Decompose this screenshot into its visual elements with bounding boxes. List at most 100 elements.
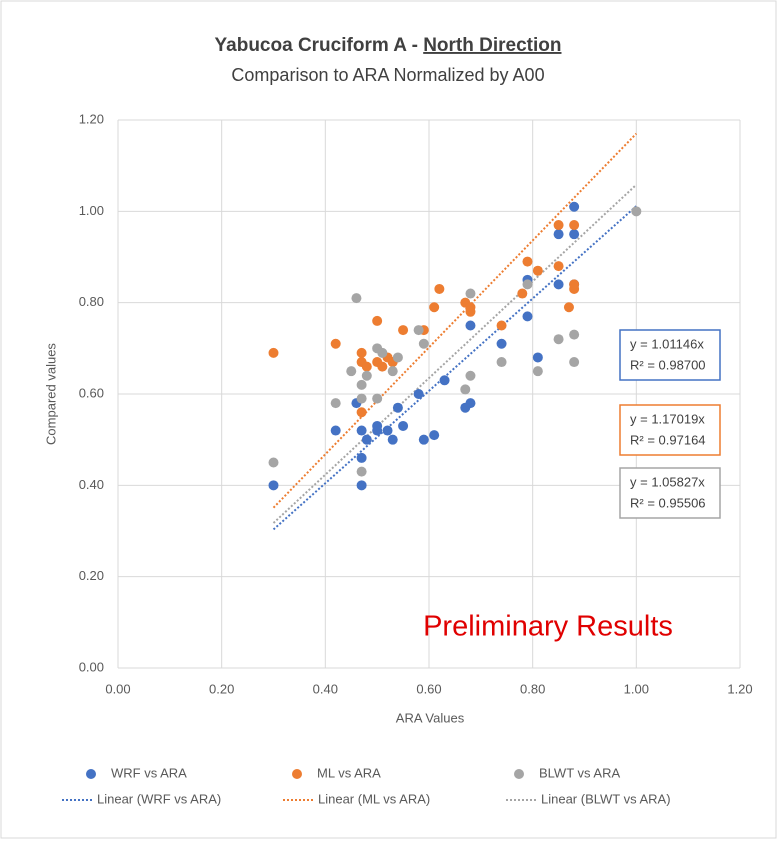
x-tick-label: 0.40 [313, 681, 338, 696]
point [330, 398, 341, 409]
x-tick-label: 0.80 [520, 681, 545, 696]
point [553, 279, 564, 290]
legend-label: Linear (ML vs ARA) [318, 791, 430, 806]
point [392, 402, 403, 413]
marks: y = 1.01146x R² = 0.98700 y = 1.17019x R² =… [268, 132, 721, 531]
point [569, 357, 580, 368]
title-part: Yabucoa Cruciform A - [215, 35, 424, 56]
y-tick-label: 0.00 [79, 659, 104, 674]
x-tick-label: 0.00 [105, 681, 130, 696]
legend-marker [292, 769, 302, 779]
point [356, 379, 367, 390]
point [377, 361, 388, 372]
y-tick-label: 0.60 [79, 385, 104, 400]
point [496, 357, 507, 368]
point [372, 393, 383, 404]
point [268, 347, 279, 358]
point [356, 425, 367, 436]
point [460, 384, 471, 395]
point [631, 206, 642, 217]
point [361, 370, 372, 381]
point [496, 320, 507, 331]
annotation: Preliminary Results [423, 611, 673, 643]
point [413, 325, 424, 336]
point [465, 370, 476, 381]
y-axis-label: Compared values [43, 343, 58, 445]
x-tick-label: 1.20 [727, 681, 752, 696]
equation: y = 1.17019x [630, 411, 705, 426]
legend-label: ML vs ARA [317, 765, 381, 780]
r-squared: R² = 0.98700 [630, 357, 706, 372]
point [346, 366, 357, 377]
legend-label: Linear (WRF vs ARA) [97, 791, 221, 806]
r-squared: R² = 0.95506 [630, 495, 706, 510]
title-underlined: North Direction [423, 35, 561, 56]
y-tick-label: 0.40 [79, 477, 104, 492]
point [465, 302, 476, 313]
point [569, 229, 580, 240]
legend-label: BLWT vs ARA [539, 765, 620, 780]
point [398, 325, 409, 336]
point [522, 279, 533, 290]
point [569, 220, 580, 231]
point [553, 261, 564, 272]
x-tick-label: 0.20 [209, 681, 234, 696]
point [330, 425, 341, 436]
point [356, 347, 367, 358]
point [387, 366, 398, 377]
trendline [272, 205, 637, 531]
y-tick-label: 0.20 [79, 568, 104, 583]
point [356, 393, 367, 404]
grid: 0.00 0.20 0.40 0.60 0.80 1.00 1.20 0.00 0.20 0.40… [79, 111, 753, 696]
chart-title: Yabucoa Cruciform A - North Direction [215, 35, 562, 56]
point [418, 434, 429, 445]
x-tick-label: 1.00 [624, 681, 649, 696]
point [413, 389, 424, 399]
legend-label: Linear (BLWT vs ARA) [541, 791, 671, 806]
equation-box [619, 329, 721, 381]
point [465, 398, 476, 409]
r-squared: R² = 0.97164 [630, 432, 706, 447]
trendline [272, 183, 638, 524]
point [392, 352, 403, 363]
point [351, 293, 362, 304]
point [330, 338, 341, 349]
x-tick-label: 0.60 [416, 681, 441, 696]
point [569, 279, 580, 290]
point [465, 288, 476, 299]
point [465, 320, 476, 331]
point [553, 220, 564, 231]
point [372, 420, 383, 431]
equation-box [619, 404, 721, 456]
point [439, 375, 450, 386]
point [268, 457, 279, 468]
legend-marker [514, 769, 524, 779]
point [569, 201, 580, 212]
point [268, 480, 279, 491]
point [569, 329, 580, 340]
equation: y = 1.01146x [630, 336, 704, 351]
point [517, 288, 528, 299]
chart-subtitle: Comparison to ARA Normalized by A00 [231, 65, 544, 85]
equation: y = 1.05827x [630, 474, 705, 489]
y-tick-label: 1.00 [79, 203, 104, 218]
equation-box [619, 467, 721, 519]
point [382, 425, 393, 436]
x-axis-label: ARA Values [396, 710, 465, 725]
point [429, 430, 440, 441]
point [553, 229, 564, 240]
point [356, 407, 367, 418]
point [496, 338, 507, 349]
point [398, 420, 409, 431]
point [418, 338, 429, 349]
point [356, 466, 367, 477]
point [522, 256, 533, 267]
point [522, 311, 533, 322]
trendline [272, 132, 638, 509]
legend: WRF vs ARA ML vs ARA BLWT vs ARA Linear (WR… [62, 765, 671, 806]
point [361, 361, 372, 372]
point [553, 334, 564, 345]
point [532, 265, 543, 276]
point [532, 352, 543, 363]
point [429, 302, 440, 313]
